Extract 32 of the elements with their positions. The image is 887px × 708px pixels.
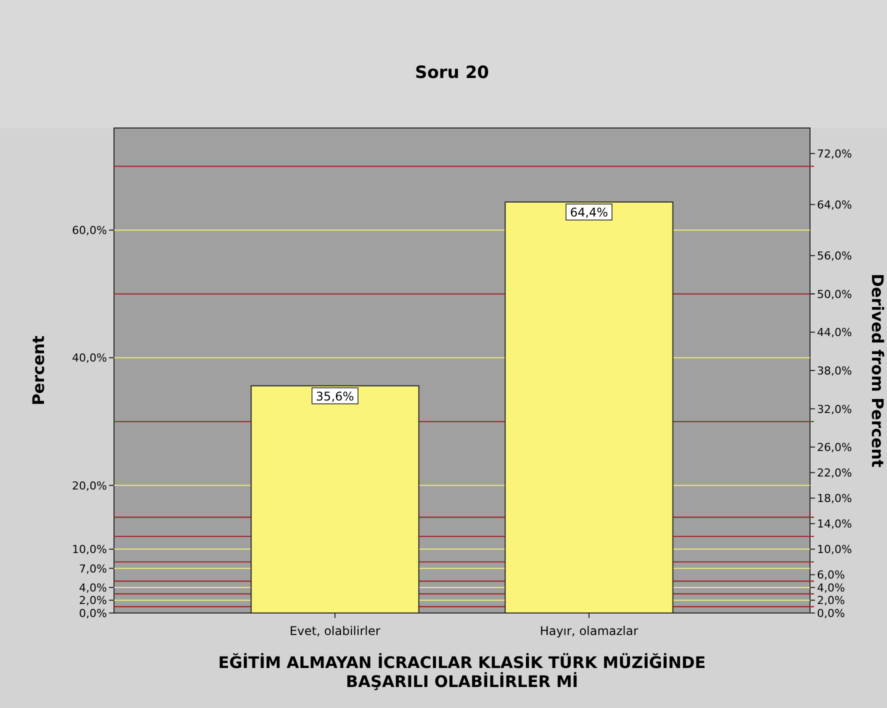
y-tick-label: 7,0% [79, 562, 107, 576]
y2-tick-label: 72,0% [817, 148, 852, 161]
y-tick-label: 4,0% [79, 581, 107, 594]
y2-tick-label: 38,0% [817, 364, 852, 378]
y2-tick-label: 4,0% [817, 581, 845, 594]
y2-tick-label: 18,0% [817, 492, 852, 506]
y-tick-label: 60,0% [72, 224, 107, 238]
y2-tick-label: 32,0% [817, 402, 852, 416]
y2-tick-label: 6,0% [817, 568, 845, 582]
y2-tick-label: 10,0% [817, 543, 852, 556]
y-tick-label: 20,0% [72, 479, 107, 492]
chart-title: Soru 20 [415, 63, 490, 83]
y-tick-label: 10,0% [72, 543, 107, 556]
y2-tick-label: 50,0% [817, 288, 852, 301]
y-axis-title: Percent [29, 335, 48, 406]
y2-tick-label: 26,0% [817, 441, 852, 454]
x-axis-title: EĞİTİM ALMAYAN İCRACILAR KLASİK TÜRK MÜZİĞİNDE BAŞARILI OLABİLİRLER Mİ [218, 653, 706, 691]
data-label: 35,6% [316, 389, 354, 404]
y2-tick-label: 14,0% [817, 518, 852, 531]
y2-tick-label: 0,0% [817, 607, 845, 620]
y2-tick-label: 2,0% [817, 594, 845, 608]
x-tick-label: Hayır, olamazlar [540, 624, 638, 638]
y2-tick-label: 22,0% [817, 466, 852, 480]
y-tick-label: 0,0% [79, 607, 107, 620]
y-tick-label: 40,0% [72, 352, 107, 365]
x-tick-label: Evet, olabilirler [290, 624, 380, 638]
y-tick-label: 2,0% [79, 594, 107, 608]
y2-tick-label: 44,0% [817, 326, 852, 340]
y2-tick-label: 64,0% [817, 198, 852, 212]
y2-axis-title: Derived from Percent [868, 274, 887, 468]
y2-tick-label: 56,0% [817, 250, 852, 263]
data-label: 64,4% [570, 206, 608, 220]
